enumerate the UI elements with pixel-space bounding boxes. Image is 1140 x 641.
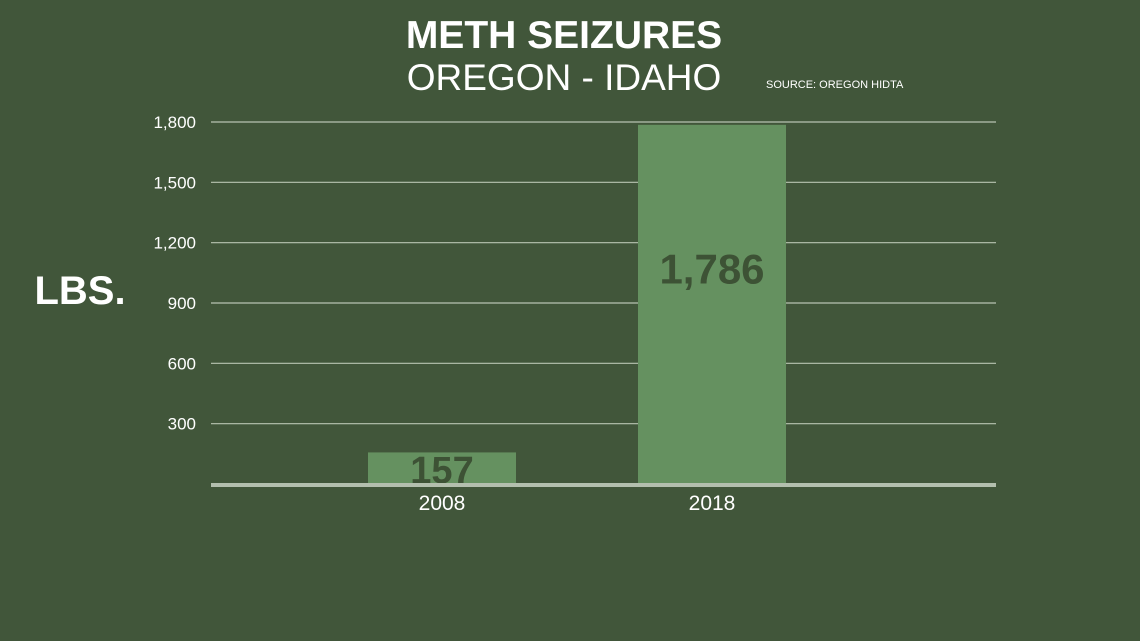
x-tick-label: 2008 bbox=[419, 492, 466, 515]
bar bbox=[368, 452, 516, 484]
x-tick-label: 2018 bbox=[689, 492, 736, 515]
chart-title: METH SEIZURES bbox=[406, 14, 722, 57]
chart-source: SOURCE: OREGON HIDTA bbox=[766, 79, 904, 91]
y-ticks: 300 600 900 1,200 1,500 1,800 bbox=[153, 113, 196, 434]
y-tick-label: 1,500 bbox=[153, 173, 196, 192]
chart-subtitle: OREGON - IDAHO bbox=[407, 57, 722, 98]
y-tick-label: 300 bbox=[168, 415, 196, 434]
x-ticks: 2008 2018 bbox=[419, 492, 736, 515]
y-tick-label: 900 bbox=[168, 294, 196, 313]
bar-value-label: 1,786 bbox=[659, 246, 764, 293]
gridlines bbox=[211, 121, 996, 425]
bar bbox=[638, 124, 786, 484]
y-axis-label: LBS. bbox=[34, 269, 125, 313]
y-tick-label: 1,200 bbox=[153, 234, 196, 253]
y-tick-label: 1,800 bbox=[153, 113, 196, 132]
y-tick-label: 600 bbox=[168, 354, 196, 373]
